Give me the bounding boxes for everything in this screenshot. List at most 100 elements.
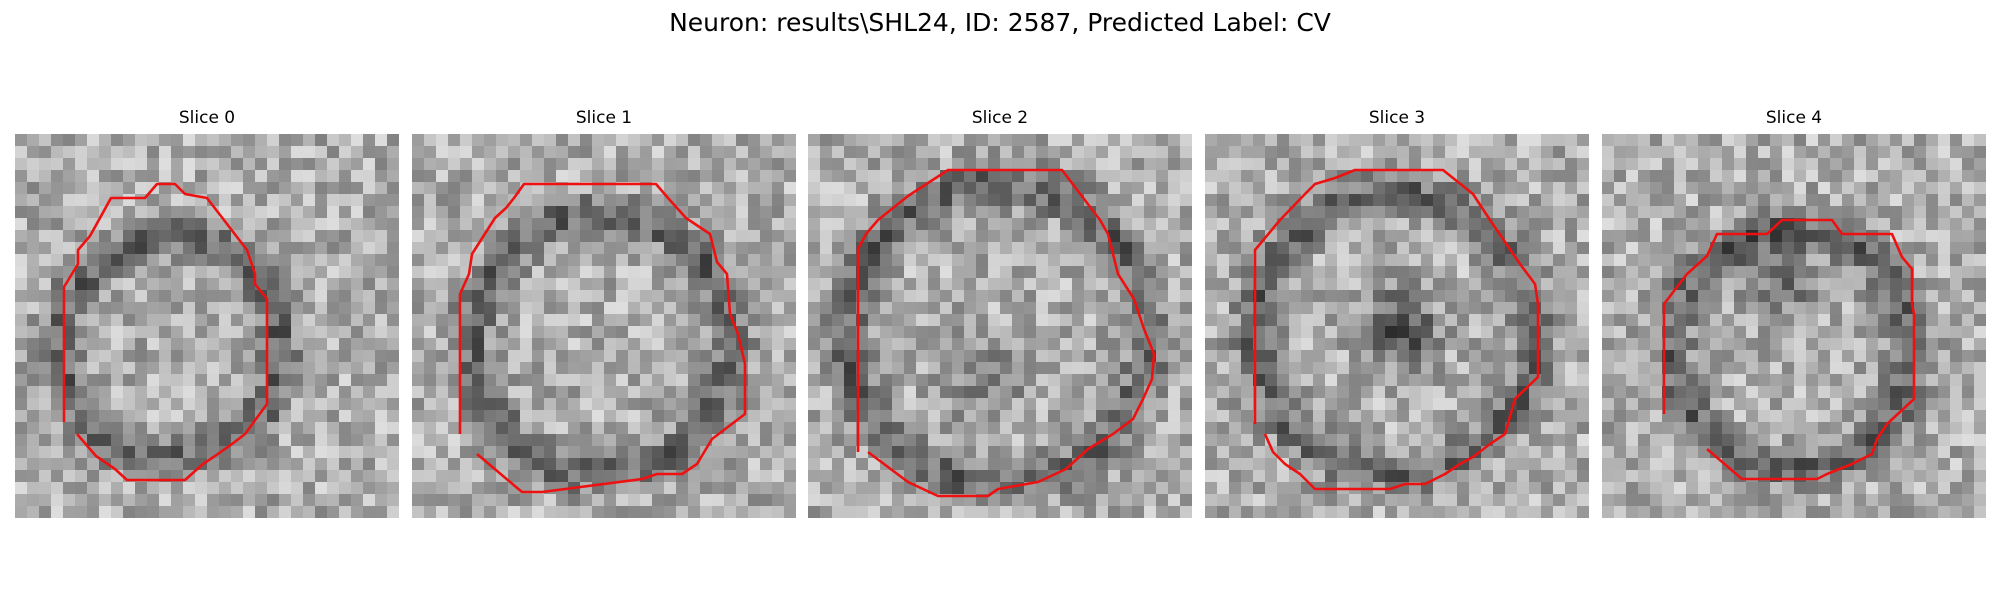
pixel-cell bbox=[231, 194, 244, 207]
pixel-cell bbox=[808, 470, 821, 483]
pixel-cell bbox=[1060, 386, 1073, 399]
pixel-cell bbox=[808, 302, 821, 315]
pixel-cell bbox=[616, 350, 629, 363]
pixel-cell bbox=[616, 482, 629, 495]
pixel-cell bbox=[484, 374, 497, 387]
pixel-cell bbox=[1674, 134, 1687, 147]
pixel-cell bbox=[916, 302, 929, 315]
pixel-cell bbox=[1277, 338, 1290, 351]
pixel-cell bbox=[868, 182, 881, 195]
pixel-cell bbox=[472, 470, 485, 483]
pixel-cell bbox=[123, 194, 136, 207]
pixel-cell bbox=[1144, 290, 1157, 303]
pixel-cell bbox=[327, 254, 340, 267]
pixel-cell bbox=[1313, 230, 1326, 243]
pixel-cell bbox=[1373, 338, 1386, 351]
pixel-cell bbox=[99, 494, 112, 507]
pixel-cell bbox=[243, 386, 256, 399]
pixel-cell bbox=[424, 506, 437, 518]
pixel-cell bbox=[1577, 386, 1589, 399]
pixel-cell bbox=[1277, 470, 1290, 483]
pixel-cell bbox=[1012, 206, 1025, 219]
pixel-cell bbox=[520, 206, 533, 219]
pixel-cell bbox=[1674, 218, 1687, 231]
pixel-cell bbox=[1084, 302, 1097, 315]
pixel-cell bbox=[351, 182, 364, 195]
pixel-cell bbox=[676, 314, 689, 327]
pixel-cell bbox=[1084, 206, 1097, 219]
pixel-cell bbox=[1602, 218, 1615, 231]
pixel-cell bbox=[1626, 422, 1639, 435]
pixel-cell bbox=[580, 422, 593, 435]
pixel-cell bbox=[111, 254, 124, 267]
pixel-cell bbox=[1337, 410, 1350, 423]
pixel-cell bbox=[51, 230, 64, 243]
pixel-cell bbox=[1758, 350, 1771, 363]
pixel-cell bbox=[1349, 290, 1362, 303]
pixel-cell bbox=[1205, 398, 1218, 411]
pixel-cell bbox=[1060, 446, 1073, 459]
pixel-cell bbox=[988, 350, 1001, 363]
pixel-cell bbox=[183, 350, 196, 363]
pixel-cell bbox=[1012, 302, 1025, 315]
pixel-cell bbox=[267, 482, 280, 495]
pixel-cell bbox=[1397, 386, 1410, 399]
pixel-cell bbox=[676, 338, 689, 351]
pixel-cell bbox=[1962, 338, 1975, 351]
pixel-cell bbox=[363, 158, 376, 171]
pixel-cell bbox=[1229, 422, 1242, 435]
pixel-cell bbox=[1529, 470, 1542, 483]
pixel-cell bbox=[424, 290, 437, 303]
pixel-cell bbox=[976, 374, 989, 387]
pixel-cell bbox=[508, 206, 521, 219]
pixel-cell bbox=[171, 314, 184, 327]
pixel-cell bbox=[87, 278, 100, 291]
pixel-cell bbox=[532, 158, 545, 171]
pixel-cell bbox=[976, 194, 989, 207]
pixel-cell bbox=[844, 458, 857, 471]
pixel-cell bbox=[1289, 146, 1302, 159]
pixel-cell bbox=[1144, 170, 1157, 183]
pixel-cell bbox=[1577, 218, 1589, 231]
pixel-cell bbox=[640, 386, 653, 399]
pixel-cell bbox=[604, 446, 617, 459]
slice-panel-4: Slice 4 bbox=[1602, 106, 1986, 518]
pixel-cell bbox=[532, 194, 545, 207]
pixel-cell bbox=[1710, 410, 1723, 423]
pixel-cell bbox=[628, 458, 641, 471]
pixel-cell bbox=[412, 326, 425, 339]
pixel-cell bbox=[123, 482, 136, 495]
pixel-cell bbox=[1830, 314, 1843, 327]
pixel-cell bbox=[87, 134, 100, 147]
pixel-cell bbox=[988, 242, 1001, 255]
pixel-cell bbox=[772, 422, 785, 435]
pixel-cell bbox=[1180, 182, 1192, 195]
pixel-cell bbox=[75, 206, 88, 219]
pixel-cell bbox=[1902, 326, 1915, 339]
pixel-cell bbox=[183, 374, 196, 387]
pixel-cell bbox=[616, 254, 629, 267]
pixel-cell bbox=[1180, 434, 1192, 447]
pixel-cell bbox=[1938, 158, 1951, 171]
pixel-cell bbox=[604, 350, 617, 363]
pixel-cell bbox=[1457, 218, 1470, 231]
pixel-cell bbox=[1481, 146, 1494, 159]
pixel-cell bbox=[1746, 170, 1759, 183]
pixel-cell bbox=[1301, 146, 1314, 159]
pixel-cell bbox=[976, 314, 989, 327]
pixel-cell bbox=[892, 410, 905, 423]
pixel-cell bbox=[1818, 194, 1831, 207]
pixel-cell bbox=[123, 506, 136, 518]
pixel-cell bbox=[1493, 482, 1506, 495]
pixel-cell bbox=[267, 146, 280, 159]
pixel-cell bbox=[1842, 386, 1855, 399]
pixel-cell bbox=[844, 482, 857, 495]
pixel-cell bbox=[1710, 326, 1723, 339]
pixel-cell bbox=[75, 446, 88, 459]
pixel-cell bbox=[51, 194, 64, 207]
pixel-cell bbox=[1734, 422, 1747, 435]
pixel-cell bbox=[339, 338, 352, 351]
pixel-cell bbox=[1650, 458, 1663, 471]
pixel-cell bbox=[27, 506, 40, 518]
pixel-cell bbox=[15, 230, 28, 243]
